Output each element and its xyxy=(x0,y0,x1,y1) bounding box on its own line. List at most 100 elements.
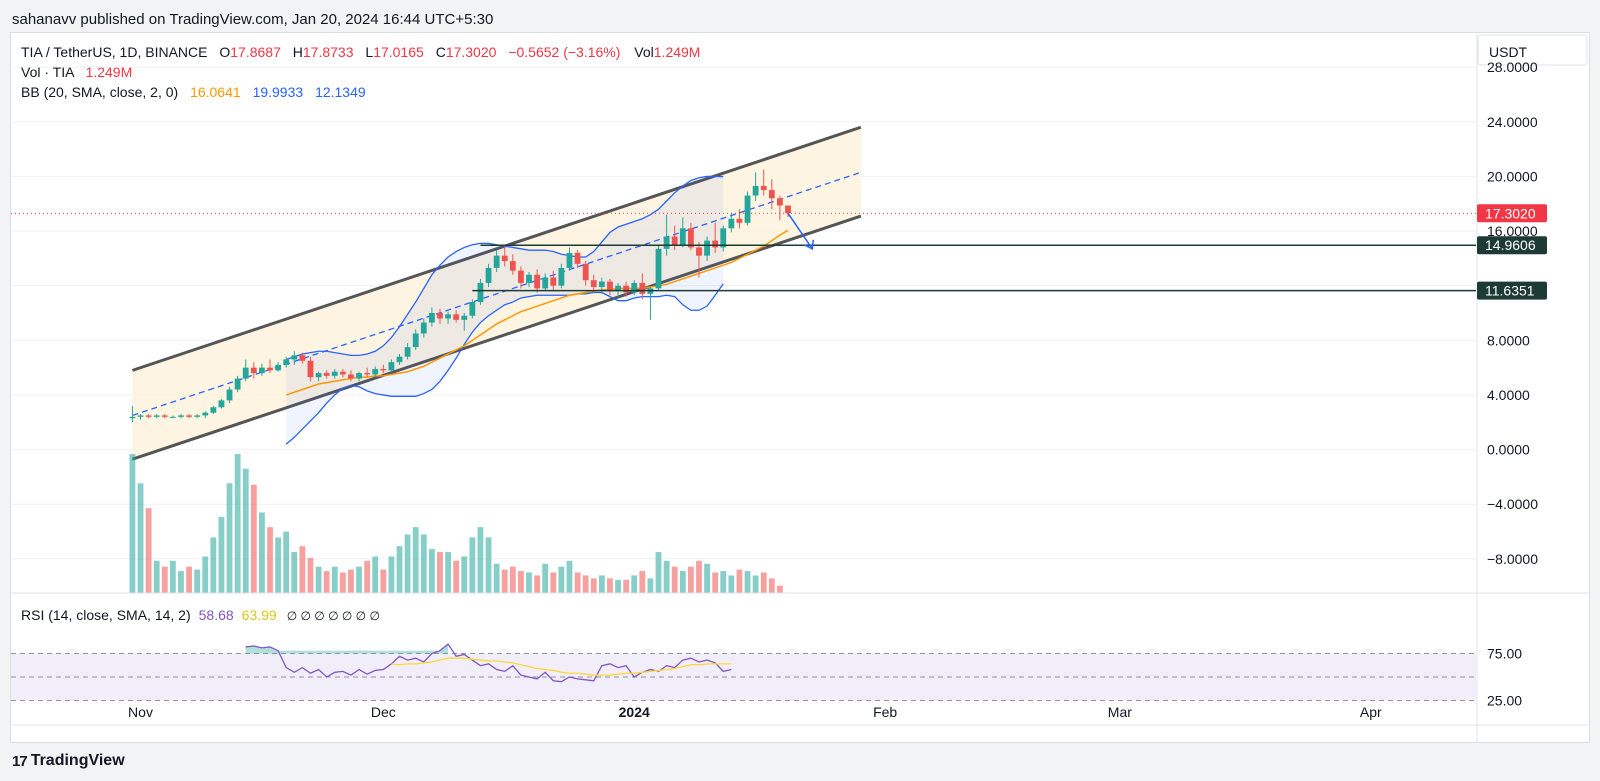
candle[interactable] xyxy=(380,364,387,374)
candle[interactable] xyxy=(663,214,670,256)
candle[interactable] xyxy=(364,367,371,378)
candle[interactable] xyxy=(534,269,541,293)
candle-body xyxy=(518,270,524,283)
candle[interactable] xyxy=(275,362,282,372)
candle[interactable] xyxy=(728,213,735,233)
candle[interactable] xyxy=(428,307,435,327)
candle[interactable] xyxy=(210,405,217,415)
candle[interactable] xyxy=(258,363,265,376)
bb-indicator-label[interactable]: BB (20, SMA, close, 2, 0) xyxy=(21,84,178,100)
candle[interactable] xyxy=(752,172,759,201)
candle[interactable] xyxy=(388,359,395,372)
candle[interactable] xyxy=(420,318,427,338)
candle[interactable] xyxy=(655,244,662,292)
channel-lower-line[interactable] xyxy=(131,214,862,461)
candle[interactable] xyxy=(485,263,492,288)
bb-basis-line[interactable] xyxy=(285,229,789,396)
candle[interactable] xyxy=(679,217,686,248)
channel-upper-line[interactable] xyxy=(131,125,862,372)
candle[interactable] xyxy=(194,414,201,419)
candle[interactable] xyxy=(720,225,727,252)
volume-bar xyxy=(169,560,176,593)
candle[interactable] xyxy=(704,236,710,262)
candle[interactable] xyxy=(566,247,573,271)
candle[interactable] xyxy=(501,244,508,267)
candle[interactable] xyxy=(760,169,767,196)
currency-label[interactable]: USDT xyxy=(1489,44,1528,60)
candle[interactable] xyxy=(477,278,484,305)
candle[interactable] xyxy=(671,225,678,251)
candle[interactable] xyxy=(623,281,630,297)
candle[interactable] xyxy=(518,266,524,289)
legend-symbol[interactable]: TIA / TetherUS, 1D, BINANCE xyxy=(21,44,207,60)
candle[interactable] xyxy=(267,359,273,374)
candle[interactable] xyxy=(639,273,646,300)
rsi-sma-line[interactable] xyxy=(391,657,732,676)
candle[interactable] xyxy=(615,282,621,297)
candle[interactable] xyxy=(153,414,160,419)
candle[interactable] xyxy=(218,399,225,409)
support-levels xyxy=(11,212,1476,292)
rsi-line[interactable] xyxy=(245,643,732,683)
candle[interactable] xyxy=(339,369,346,378)
rsi-indicator-label[interactable]: RSI (14, close, SMA, 14, 2) xyxy=(21,607,191,623)
candle[interactable] xyxy=(291,351,298,365)
channel-midline[interactable] xyxy=(132,171,862,417)
chart-svg[interactable]: TIA / TetherUS, 1D, BINANCE O17.8687 H17… xyxy=(11,33,1589,742)
candle[interactable] xyxy=(323,370,330,379)
candle[interactable] xyxy=(226,386,233,404)
candle[interactable] xyxy=(461,313,468,331)
candle[interactable] xyxy=(696,241,702,278)
candle[interactable] xyxy=(445,311,451,324)
candle[interactable] xyxy=(178,414,184,419)
candle[interactable] xyxy=(348,370,354,382)
legend-o-value: 17.8687 xyxy=(230,44,281,60)
candle[interactable] xyxy=(736,209,743,229)
candle[interactable] xyxy=(768,179,775,210)
candle[interactable] xyxy=(712,222,719,253)
candle[interactable] xyxy=(437,308,443,324)
volume-bar xyxy=(437,552,443,593)
candle[interactable] xyxy=(558,263,565,289)
candle[interactable] xyxy=(169,415,176,419)
tradingview-logo[interactable]: 17 TradingView xyxy=(12,752,125,770)
candle[interactable] xyxy=(574,250,581,268)
candle[interactable] xyxy=(453,310,460,323)
candle[interactable] xyxy=(129,405,136,423)
candle[interactable] xyxy=(137,414,144,420)
candle[interactable] xyxy=(404,343,411,360)
candle[interactable] xyxy=(161,414,168,419)
candle[interactable] xyxy=(315,371,322,382)
candle[interactable] xyxy=(777,195,783,221)
candle[interactable] xyxy=(307,356,314,382)
candle[interactable] xyxy=(542,273,549,292)
candle[interactable] xyxy=(356,371,362,382)
candle[interactable] xyxy=(582,261,589,286)
candle[interactable] xyxy=(145,414,152,419)
candle[interactable] xyxy=(550,270,557,290)
candle[interactable] xyxy=(250,362,257,379)
candle[interactable] xyxy=(785,205,791,218)
candle[interactable] xyxy=(372,366,379,378)
candle[interactable] xyxy=(744,191,751,226)
projection-arrow-line[interactable] xyxy=(787,212,813,250)
candle[interactable] xyxy=(590,274,597,293)
volume-bar xyxy=(153,560,160,593)
candle[interactable] xyxy=(299,352,306,364)
candle[interactable] xyxy=(234,375,241,393)
candle[interactable] xyxy=(526,272,532,288)
candle[interactable] xyxy=(469,299,476,319)
candle[interactable] xyxy=(493,250,500,273)
candle[interactable] xyxy=(283,356,290,368)
candle[interactable] xyxy=(242,359,249,382)
candle[interactable] xyxy=(607,278,613,296)
candle[interactable] xyxy=(186,414,192,419)
vol-indicator-label[interactable]: Vol · TIA xyxy=(21,64,75,80)
volume-bar xyxy=(720,571,727,593)
candle[interactable] xyxy=(631,280,638,296)
candle[interactable] xyxy=(509,254,516,275)
candle[interactable] xyxy=(396,353,403,365)
candle[interactable] xyxy=(412,329,419,350)
candle[interactable] xyxy=(202,411,209,419)
candle[interactable] xyxy=(331,369,338,379)
